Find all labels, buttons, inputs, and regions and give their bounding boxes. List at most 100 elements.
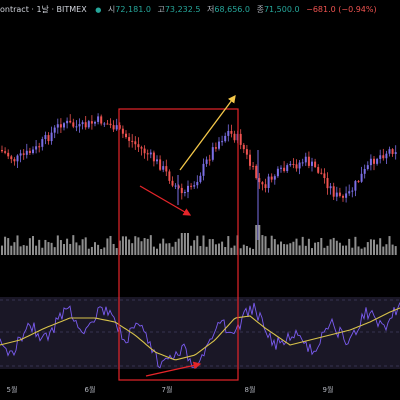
candle-body [81,122,84,125]
candle-body [125,133,127,138]
candle-body [28,150,31,154]
volume-bar [261,235,264,255]
red-arrow-down [139,185,192,216]
candle-body [218,141,220,149]
candle-body [174,185,177,187]
candle-body [177,185,180,188]
volume-bar [193,240,196,255]
candle-body [72,122,75,127]
volume-bar [366,242,369,255]
candle-body [149,152,152,155]
volume-bar [121,236,124,255]
candle-body [283,167,286,172]
volume-bar [168,243,171,255]
chart-header: ontract · 1날 · BITMEX ● 시72,181.0 고73,23… [0,2,377,18]
volume-bar [165,243,168,255]
symbol-title[interactable]: ontract · 1날 · BITMEX [0,5,87,14]
candlestick-series [1,113,397,240]
volume-bar [69,243,72,255]
candle-body [53,127,56,133]
candle-body [121,128,124,134]
volume-bar [25,245,28,255]
candle-body [311,161,313,166]
candle-body [109,123,112,126]
candle-body [97,116,100,122]
volume-bar [208,239,211,255]
candle-body [245,149,248,155]
volume-bar [72,235,75,255]
volume-bar [351,247,354,255]
high-label: 고 [157,5,165,14]
candle-body [90,121,93,124]
candle-body [56,124,59,128]
volume-bar [283,244,286,255]
volume-bar [56,235,59,255]
date-label-june: 6월 [84,386,96,394]
volume-bar [100,248,103,255]
volume-bar [152,246,155,255]
volume-bar [97,244,100,255]
candle-body [348,191,351,194]
volume-bar [332,237,335,255]
volume-bar [196,235,199,255]
candle-body [385,153,388,159]
candle-body [128,137,131,141]
volume-bar [218,243,220,255]
candle-body [276,168,279,177]
volume-bar [19,246,22,255]
candle-body [32,149,34,154]
candle-body [391,149,394,154]
candle-body [202,163,205,176]
volume-bar [360,248,363,255]
volume-bar [128,239,131,255]
candle-body [363,169,366,174]
open-value: 72,181.0 [115,5,151,14]
candle-body [47,135,50,142]
candle-body [16,155,19,162]
volume-bar [304,245,307,255]
volume-bar [363,247,366,255]
market-status-icon: ● [95,6,102,14]
volume-bar [245,245,248,255]
candle-body [75,126,78,128]
volume-bar [255,225,258,255]
candle-body [230,130,233,134]
volume-bar [320,237,323,255]
candle-body [199,175,202,182]
candle-body [329,186,332,189]
candle-body [335,192,338,197]
candle-body [252,165,255,167]
yellow-arrow-up [179,94,236,171]
volume-bar [190,245,193,255]
candle-body [103,123,106,125]
volume-bar [47,242,50,255]
candle-body [59,124,62,128]
volume-bar [16,235,19,255]
volume-bar [307,238,310,255]
candle-body [118,125,121,129]
volume-bar [10,245,13,255]
candle-body [342,195,344,198]
candle-body [84,122,87,128]
candle-body [159,159,162,170]
volume-bar [224,247,227,255]
candle-body [307,156,310,166]
volume-bar [382,246,385,255]
volume-bar [276,244,279,255]
candle-body [388,149,391,154]
candle-body [134,141,137,145]
volume-bar [273,239,276,255]
volume-bar [84,237,87,255]
date-label-july: 7월 [161,386,173,394]
candle-body [289,163,292,166]
candle-body [314,161,317,168]
candle-body [382,155,385,159]
candle-body [69,120,72,123]
candle-body [44,135,47,140]
candle-body [38,146,41,148]
candle-body [270,176,273,180]
volume-bar [292,241,295,255]
low-value: 68,656.0 [214,5,251,14]
candle-body [140,147,143,149]
